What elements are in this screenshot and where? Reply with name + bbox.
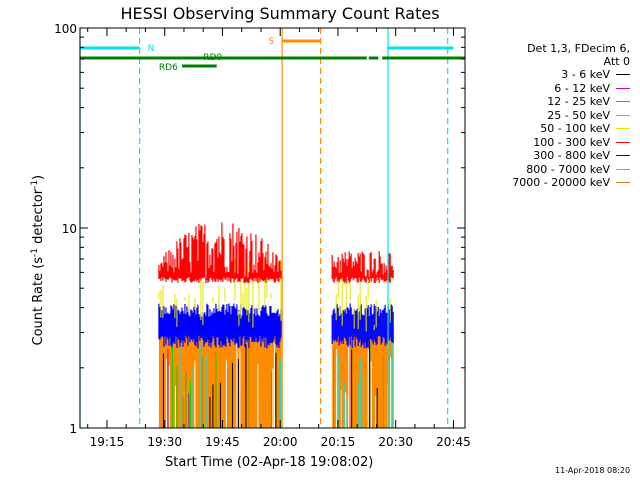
legend-label: 50 - 100 keV [540,122,610,135]
x-tick-label: 20:30 [378,435,413,449]
y-tick-label: 100 [54,22,77,36]
legend-swatch [616,87,630,89]
legend-entry: 300 - 800 keV [512,149,630,163]
x-tick-label: 20:15 [321,435,356,449]
legend-label: 12 - 25 keV [547,95,610,108]
legend-entry: 3 - 6 keV [512,68,630,82]
legend: Det 1,3, FDecim 6, Att 0 3 - 6 keV 6 - 12… [512,42,630,190]
legend-label: 100 - 300 keV [533,135,610,149]
legend-label: 25 - 50 keV [547,108,610,122]
legend-swatch [616,101,630,103]
legend-label: 800 - 7000 keV [526,162,610,176]
legend-header-2: Att 0 [603,55,630,68]
legend-swatch [616,182,630,184]
y-axis-label: Count Rate (s-1 detector-1) [29,174,47,346]
legend-label: 6 - 12 keV [554,81,610,95]
legend-label: 300 - 800 keV [533,149,610,162]
legend-entry: 800 - 7000 keV [512,163,630,177]
flag-label: RD0 [203,53,222,63]
flag-label: S [269,37,275,47]
legend-entry: 6 - 12 keV [512,82,630,96]
legend-header-1: Det 1,3, FDecim 6, [527,42,630,55]
x-tick-label: 20:00 [263,435,298,449]
legend-entry: 12 - 25 keV [512,95,630,109]
flag-label: N [148,44,155,54]
legend-swatch [616,168,630,170]
y-tick-label: 10 [62,222,77,236]
generated-timestamp: 11-Apr-2018 08:20 [555,466,631,475]
legend-swatch [616,114,630,116]
legend-entry: 25 - 50 keV [512,109,630,123]
legend-swatch [616,141,630,143]
legend-entry: 100 - 300 keV [512,136,630,150]
legend-swatch [616,128,630,130]
flag-label: RD6 [159,63,178,73]
x-tick-label: 19:30 [147,435,182,449]
legend-swatch [616,74,630,76]
legend-label: 7000 - 20000 keV [512,176,610,189]
data-traces [158,222,394,428]
legend-entry: 7000 - 20000 keV [512,176,630,190]
legend-entry: 50 - 100 keV [512,122,630,136]
y-tick-label: 1 [69,422,77,436]
x-tick-label: 19:45 [205,435,240,449]
legend-swatch [616,155,630,157]
x-axis-label: Start Time (02-Apr-18 19:08:02) [165,455,374,470]
x-tick-label: 19:15 [90,435,125,449]
x-tick-label: 20:45 [436,435,471,449]
chart-title: HESSI Observing Summary Count Rates [120,4,440,23]
legend-label: 3 - 6 keV [561,68,610,81]
